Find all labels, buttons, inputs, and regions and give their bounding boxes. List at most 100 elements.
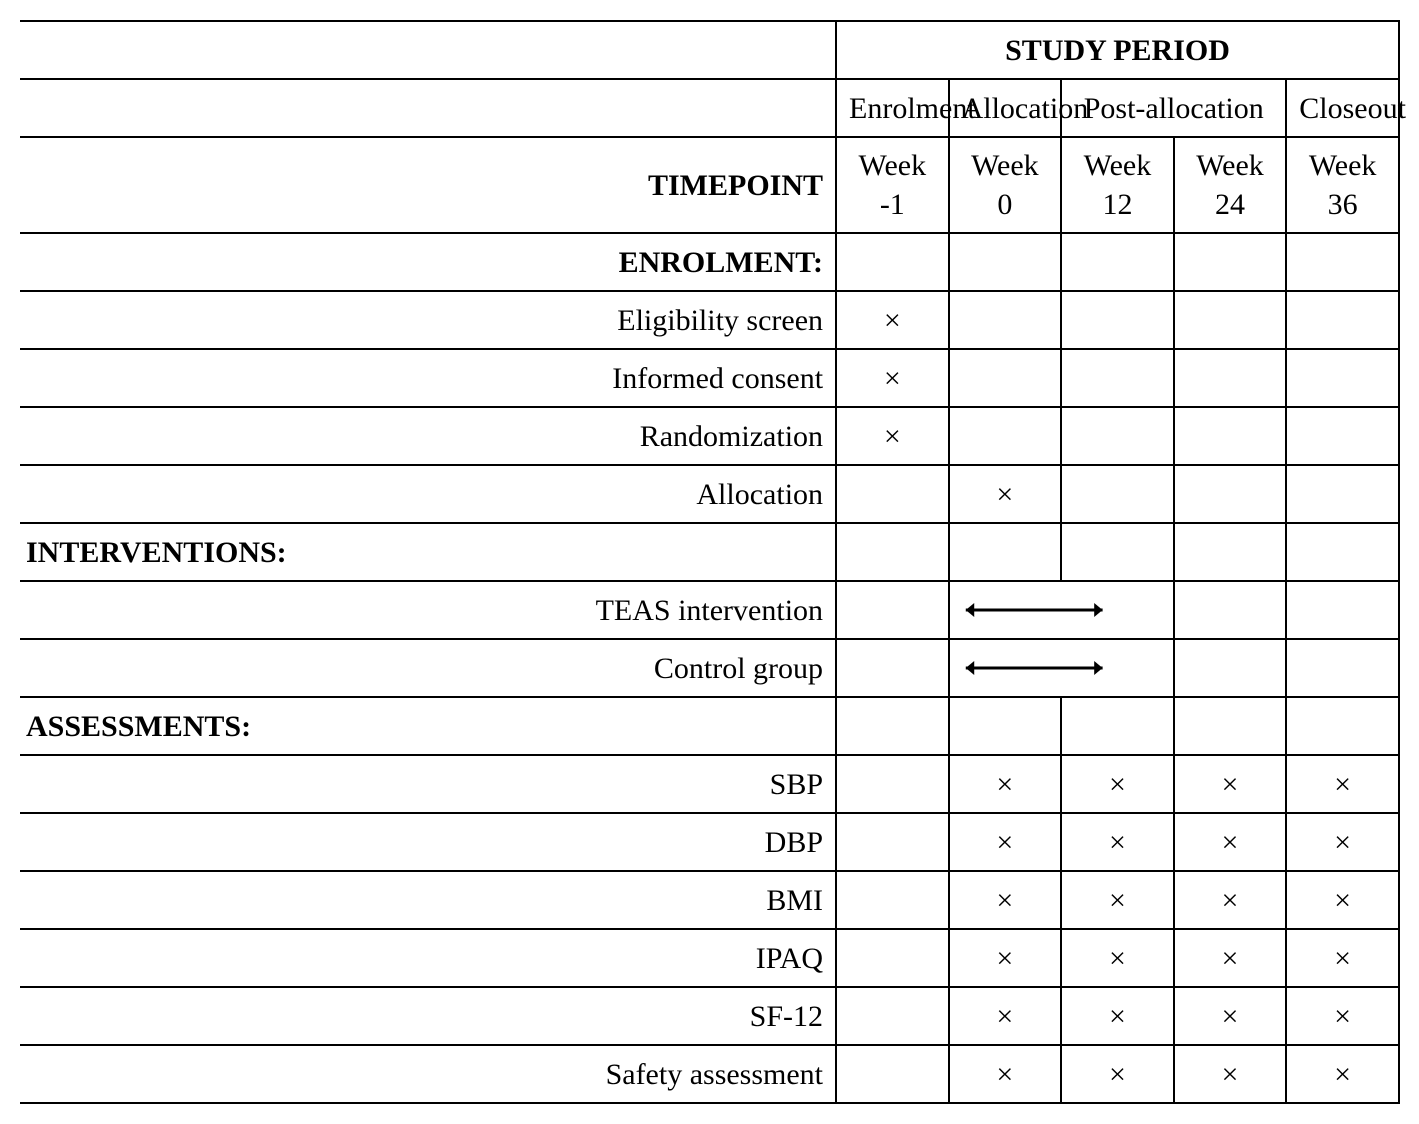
mark-cell: ×: [1286, 871, 1399, 929]
mark-cell: ×: [1286, 813, 1399, 871]
double-arrow-icon: [950, 653, 1173, 683]
blank-cell: [1286, 697, 1399, 755]
mark-cell: [836, 813, 949, 871]
timepoint-wk-0: Week 0: [949, 137, 1062, 233]
corner-cell: [20, 21, 836, 79]
row-teas-label: TEAS intervention: [20, 581, 836, 639]
row-bmi-label: BMI: [20, 871, 836, 929]
mark-cell: ×: [1061, 987, 1174, 1045]
mark-cell: ×: [1061, 813, 1174, 871]
mark-cell: ×: [1286, 987, 1399, 1045]
mark-cell: [836, 1045, 949, 1103]
mark-cell: [1174, 291, 1287, 349]
mark-cell: ×: [949, 1045, 1062, 1103]
mark-cell: [949, 349, 1062, 407]
mark-cell: [1174, 349, 1287, 407]
double-arrow-icon: [950, 595, 1173, 625]
row-control-label: Control group: [20, 639, 836, 697]
mark-cell: ×: [1286, 929, 1399, 987]
phase-enrolment: Enrolment: [836, 79, 949, 137]
mark-cell: ×: [1174, 871, 1287, 929]
blank-cell: [836, 697, 949, 755]
mark-cell: [1061, 291, 1174, 349]
mark-cell: ×: [949, 871, 1062, 929]
mark-cell: ×: [949, 813, 1062, 871]
mark-cell: [1061, 407, 1174, 465]
blank-cell: [1286, 523, 1399, 581]
row-sf12-label: SF-12: [20, 987, 836, 1045]
mark-cell: ×: [1061, 871, 1174, 929]
mark-cell: [1286, 291, 1399, 349]
blank-cell: [1286, 581, 1399, 639]
section-interventions-heading: INTERVENTIONS:: [20, 523, 836, 581]
blank-cell: [949, 523, 1062, 581]
mark-cell: [1286, 407, 1399, 465]
mark-cell: ×: [949, 987, 1062, 1045]
teas-arrow-cell: [949, 581, 1174, 639]
mark-cell: ×: [949, 465, 1062, 523]
blank-cell: [1286, 639, 1399, 697]
mark-cell: [1174, 407, 1287, 465]
phase-post-allocation: Post-allocation: [1061, 79, 1286, 137]
mark-cell: ×: [1174, 1045, 1287, 1103]
blank-cell: [1174, 639, 1287, 697]
mark-cell: [949, 407, 1062, 465]
blank-cell: [949, 233, 1062, 291]
mark-cell: ×: [1174, 813, 1287, 871]
mark-cell: [1286, 465, 1399, 523]
blank-cell: [836, 581, 949, 639]
mark-cell: [1061, 465, 1174, 523]
blank-cell: [949, 697, 1062, 755]
blank-cell: [1286, 233, 1399, 291]
mark-cell: ×: [836, 291, 949, 349]
mark-cell: ×: [1286, 755, 1399, 813]
blank-cell: [1174, 581, 1287, 639]
row-consent-label: Informed consent: [20, 349, 836, 407]
section-assessments-heading: ASSESSMENTS:: [20, 697, 836, 755]
phase-closeout: Closeout: [1286, 79, 1399, 137]
mark-cell: [1174, 465, 1287, 523]
timepoint-wk-24: Week 24: [1174, 137, 1287, 233]
phase-row-spacer: [20, 79, 836, 137]
mark-cell: [836, 755, 949, 813]
row-allocation-label: Allocation: [20, 465, 836, 523]
blank-cell: [1174, 233, 1287, 291]
study-period-header: STUDY PERIOD: [836, 21, 1399, 79]
blank-cell: [836, 639, 949, 697]
mark-cell: [1286, 349, 1399, 407]
blank-cell: [1061, 233, 1174, 291]
mark-cell: ×: [1061, 755, 1174, 813]
timepoint-wk-12: Week 12: [1061, 137, 1174, 233]
mark-cell: [836, 871, 949, 929]
timepoint-label: TIMEPOINT: [20, 137, 836, 233]
mark-cell: [836, 929, 949, 987]
row-safety-label: Safety assessment: [20, 1045, 836, 1103]
blank-cell: [836, 233, 949, 291]
blank-cell: [1061, 697, 1174, 755]
mark-cell: ×: [836, 349, 949, 407]
blank-cell: [1174, 697, 1287, 755]
row-randomization-label: Randomization: [20, 407, 836, 465]
mark-cell: ×: [1061, 929, 1174, 987]
mark-cell: ×: [1061, 1045, 1174, 1103]
phase-allocation: Allocation: [949, 79, 1062, 137]
blank-cell: [1061, 523, 1174, 581]
control-arrow-cell: [949, 639, 1174, 697]
row-ipaq-label: IPAQ: [20, 929, 836, 987]
row-sbp-label: SBP: [20, 755, 836, 813]
mark-cell: ×: [836, 407, 949, 465]
mark-cell: [836, 465, 949, 523]
blank-cell: [1174, 523, 1287, 581]
spirit-schedule-table: STUDY PERIOD Enrolment Allocation Post-a…: [20, 20, 1400, 1104]
mark-cell: [1061, 349, 1174, 407]
mark-cell: ×: [1174, 755, 1287, 813]
mark-cell: ×: [1286, 1045, 1399, 1103]
mark-cell: [836, 987, 949, 1045]
mark-cell: ×: [1174, 987, 1287, 1045]
mark-cell: [949, 291, 1062, 349]
mark-cell: ×: [949, 755, 1062, 813]
row-eligibility-label: Eligibility screen: [20, 291, 836, 349]
timepoint-wk-36: Week 36: [1286, 137, 1399, 233]
mark-cell: ×: [1174, 929, 1287, 987]
mark-cell: ×: [949, 929, 1062, 987]
